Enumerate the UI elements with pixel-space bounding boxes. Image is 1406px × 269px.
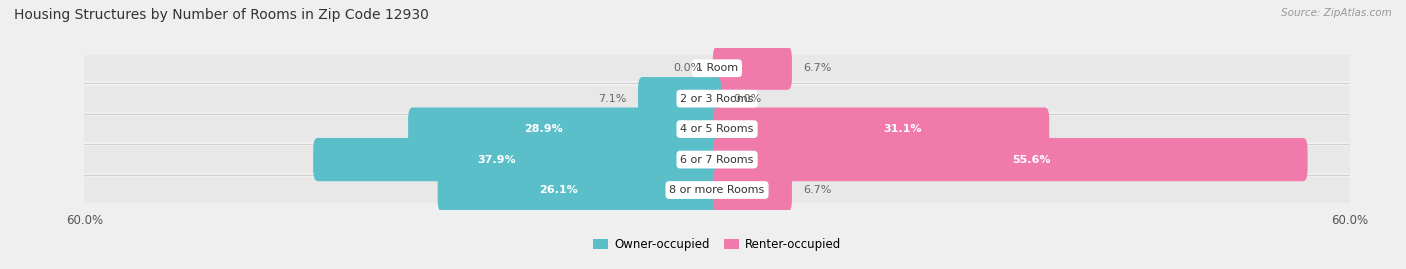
Text: 28.9%: 28.9% [524, 124, 562, 134]
Text: 7.1%: 7.1% [598, 94, 627, 104]
Text: 8 or more Rooms: 8 or more Rooms [669, 185, 765, 195]
Text: 2 or 3 Rooms: 2 or 3 Rooms [681, 94, 754, 104]
Bar [84, 177, 1350, 203]
Text: 6.7%: 6.7% [804, 63, 832, 73]
Bar [84, 116, 1350, 142]
Text: 6 or 7 Rooms: 6 or 7 Rooms [681, 155, 754, 165]
Text: 6.7%: 6.7% [804, 185, 832, 195]
FancyBboxPatch shape [314, 138, 721, 181]
FancyBboxPatch shape [713, 47, 792, 90]
Text: 4 or 5 Rooms: 4 or 5 Rooms [681, 124, 754, 134]
Text: Housing Structures by Number of Rooms in Zip Code 12930: Housing Structures by Number of Rooms in… [14, 8, 429, 22]
Text: Source: ZipAtlas.com: Source: ZipAtlas.com [1281, 8, 1392, 18]
FancyBboxPatch shape [713, 168, 792, 212]
FancyBboxPatch shape [437, 168, 721, 212]
Text: 31.1%: 31.1% [883, 124, 921, 134]
FancyBboxPatch shape [713, 138, 1308, 181]
FancyBboxPatch shape [713, 108, 1049, 151]
Legend: Owner-occupied, Renter-occupied: Owner-occupied, Renter-occupied [588, 233, 846, 256]
Text: 55.6%: 55.6% [1012, 155, 1050, 165]
Bar [84, 147, 1350, 173]
FancyBboxPatch shape [408, 108, 721, 151]
Bar [84, 86, 1350, 112]
FancyBboxPatch shape [638, 77, 721, 120]
Text: 37.9%: 37.9% [477, 155, 516, 165]
Text: 0.0%: 0.0% [733, 94, 761, 104]
Text: 0.0%: 0.0% [673, 63, 702, 73]
Bar [84, 55, 1350, 81]
Text: 26.1%: 26.1% [538, 185, 578, 195]
Text: 1 Room: 1 Room [696, 63, 738, 73]
